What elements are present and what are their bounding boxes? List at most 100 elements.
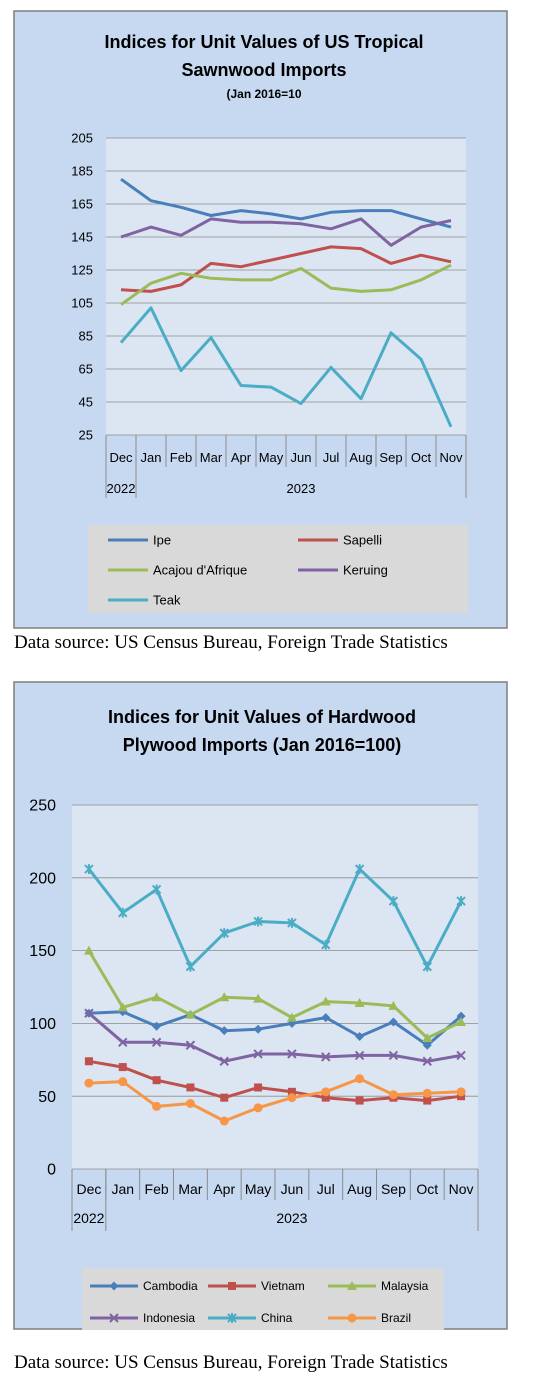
- plywood-point-malaysia: [388, 1000, 399, 1010]
- sawnwood-x-tick-label: Feb: [170, 450, 192, 465]
- plywood-year-label: 2023: [276, 1210, 307, 1226]
- plywood-point-brazil: [388, 1090, 398, 1100]
- plywood-x-tick-label: Aug: [347, 1181, 372, 1197]
- plywood-point-malaysia: [286, 1012, 297, 1022]
- plywood-point-indonesia: [151, 1037, 162, 1048]
- plywood-legend-label: Vietnam: [261, 1279, 305, 1293]
- plywood-legend-label: Indonesia: [143, 1311, 195, 1325]
- sawnwood-x-tick-label: Mar: [200, 450, 223, 465]
- plywood-legend-item-china: China: [208, 1311, 293, 1325]
- plywood-point-vietnam: [287, 1087, 296, 1096]
- plywood-point-brazil: [456, 1087, 466, 1097]
- sawnwood-y-tick-label: 185: [71, 164, 93, 179]
- sawnwood-y-tick-label: 125: [71, 263, 93, 278]
- sawnwood-legend-item-teak: Teak: [108, 593, 181, 608]
- sawnwood-legend-label: Keruing: [343, 563, 388, 578]
- sawnwood-y-tick-label: 65: [79, 362, 93, 377]
- plywood-y-tick-label: 150: [29, 943, 56, 960]
- plywood-series-line-vietnam: [88, 1059, 462, 1103]
- plywood-point-brazil: [84, 1078, 94, 1088]
- data-source-note-1: Data source: US Census Bureau, Foreign T…: [14, 632, 448, 653]
- sawnwood-x-tick-label: Jun: [291, 450, 312, 465]
- plywood-point-indonesia: [185, 1040, 196, 1050]
- plywood-point-china: [388, 896, 399, 907]
- plywood-point-indonesia: [219, 1056, 229, 1066]
- plywood-legend-item-brazil: Brazil: [328, 1311, 411, 1325]
- plywood-legend-marker: [347, 1281, 357, 1290]
- sawnwood-x-tick-label: Dec: [109, 450, 133, 465]
- plywood-legend-item-indonesia: Indonesia: [90, 1311, 195, 1325]
- sawnwood-series-line-acajou-d-afrique: [120, 263, 452, 306]
- plywood-point-china: [354, 864, 365, 875]
- plywood-point-brazil: [152, 1101, 162, 1111]
- plywood-point-indonesia: [287, 1049, 297, 1059]
- sawnwood-legend-item-sapelli: Sapelli: [298, 533, 382, 548]
- plywood-legend-item-vietnam: Vietnam: [208, 1279, 305, 1293]
- sawnwood-legend-label: Ipe: [153, 533, 171, 548]
- plywood-point-indonesia: [456, 1050, 466, 1061]
- plywood-point-vietnam: [321, 1093, 330, 1102]
- plywood-point-brazil: [118, 1077, 128, 1087]
- plywood-point-china: [219, 928, 229, 939]
- plywood-point-vietnam: [254, 1083, 263, 1092]
- sawnwood-series-line-teak: [119, 306, 453, 428]
- plywood-series-china: [84, 864, 466, 972]
- plywood-point-cambodia: [321, 1013, 331, 1023]
- sawnwood-y-tick-label: 145: [71, 230, 93, 245]
- plywood-point-cambodia: [355, 1032, 365, 1042]
- plywood-x-tick-label: Dec: [76, 1181, 101, 1197]
- sawnwood-x-tick-label: Sep: [379, 450, 402, 465]
- sawnwood-y-tick-label: 205: [71, 131, 93, 146]
- plywood-point-china: [253, 916, 263, 927]
- sawnwood-series-acajou-d-afrique: [120, 263, 452, 306]
- plywood-chart-title-line: Indices for Unit Values of Hardwood: [108, 707, 416, 727]
- sawnwood-chart-title-line: Sawnwood Imports: [181, 60, 346, 80]
- plywood-legend-marker: [347, 1313, 357, 1323]
- plywood-x-tick-label: Nov: [449, 1181, 474, 1197]
- plywood-point-brazil: [321, 1087, 331, 1097]
- plywood-series-malaysia: [83, 945, 467, 1042]
- plywood-point-china: [84, 864, 94, 875]
- plywood-point-malaysia: [151, 992, 162, 1002]
- plywood-point-china: [456, 896, 466, 907]
- plywood-point-brazil: [219, 1116, 229, 1126]
- plywood-point-indonesia: [388, 1050, 399, 1061]
- plywood-series-line-indonesia: [87, 1012, 462, 1063]
- sawnwood-x-tick-label: Aug: [349, 450, 372, 465]
- sawnwood-x-tick-label: Jan: [141, 450, 162, 465]
- plywood-point-indonesia: [321, 1052, 331, 1062]
- plywood-series-line-china: [87, 867, 463, 969]
- sawnwood-legend-box: [88, 525, 468, 613]
- sawnwood-x-tick-label: Nov: [439, 450, 463, 465]
- sawnwood-y-tick-label: 85: [79, 329, 93, 344]
- sawnwood-x-tick-label: Oct: [411, 450, 432, 465]
- sawnwood-series-teak: [119, 306, 453, 428]
- sawnwood-chart-title-line: Indices for Unit Values of US Tropical: [104, 32, 423, 52]
- plywood-point-indonesia: [253, 1049, 263, 1059]
- data-source-note-2: Data source: US Census Bureau, Foreign T…: [14, 1352, 448, 1373]
- plywood-x-tick-label: Mar: [178, 1181, 202, 1197]
- plywood-x-tick-label: May: [245, 1181, 271, 1197]
- plywood-point-brazil: [355, 1074, 365, 1084]
- plywood-legend-marker: [109, 1313, 119, 1323]
- plywood-chart: Indices for Unit Values of Hardwood Plywo…: [13, 681, 508, 1330]
- plywood-point-malaysia: [354, 998, 365, 1008]
- plywood-point-china: [321, 939, 331, 950]
- plywood-point-cambodia: [388, 1017, 398, 1027]
- plywood-series-indonesia: [84, 1008, 466, 1066]
- plywood-point-cambodia: [422, 1040, 432, 1050]
- sawnwood-y-tick-label: 165: [71, 197, 93, 212]
- plywood-legend-label: Brazil: [381, 1311, 411, 1325]
- plywood-series-brazil: [84, 1074, 466, 1126]
- plywood-year-label: 2022: [73, 1210, 104, 1226]
- plywood-point-vietnam: [355, 1096, 364, 1105]
- plywood-point-malaysia: [422, 1032, 433, 1042]
- sawnwood-series-line-ipe: [120, 177, 452, 229]
- plywood-point-vietnam: [220, 1093, 229, 1102]
- plywood-series-vietnam: [84, 1057, 466, 1105]
- sawnwood-legend-item-acajou-d-afrique: Acajou d'Afrique: [108, 563, 247, 578]
- plywood-x-tick-label: Sep: [381, 1181, 406, 1197]
- plywood-point-china: [422, 961, 432, 972]
- plywood-chart-title-line: Plywood Imports (Jan 2016=100): [123, 735, 402, 755]
- sawnwood-legend-item-keruing: Keruing: [298, 563, 388, 578]
